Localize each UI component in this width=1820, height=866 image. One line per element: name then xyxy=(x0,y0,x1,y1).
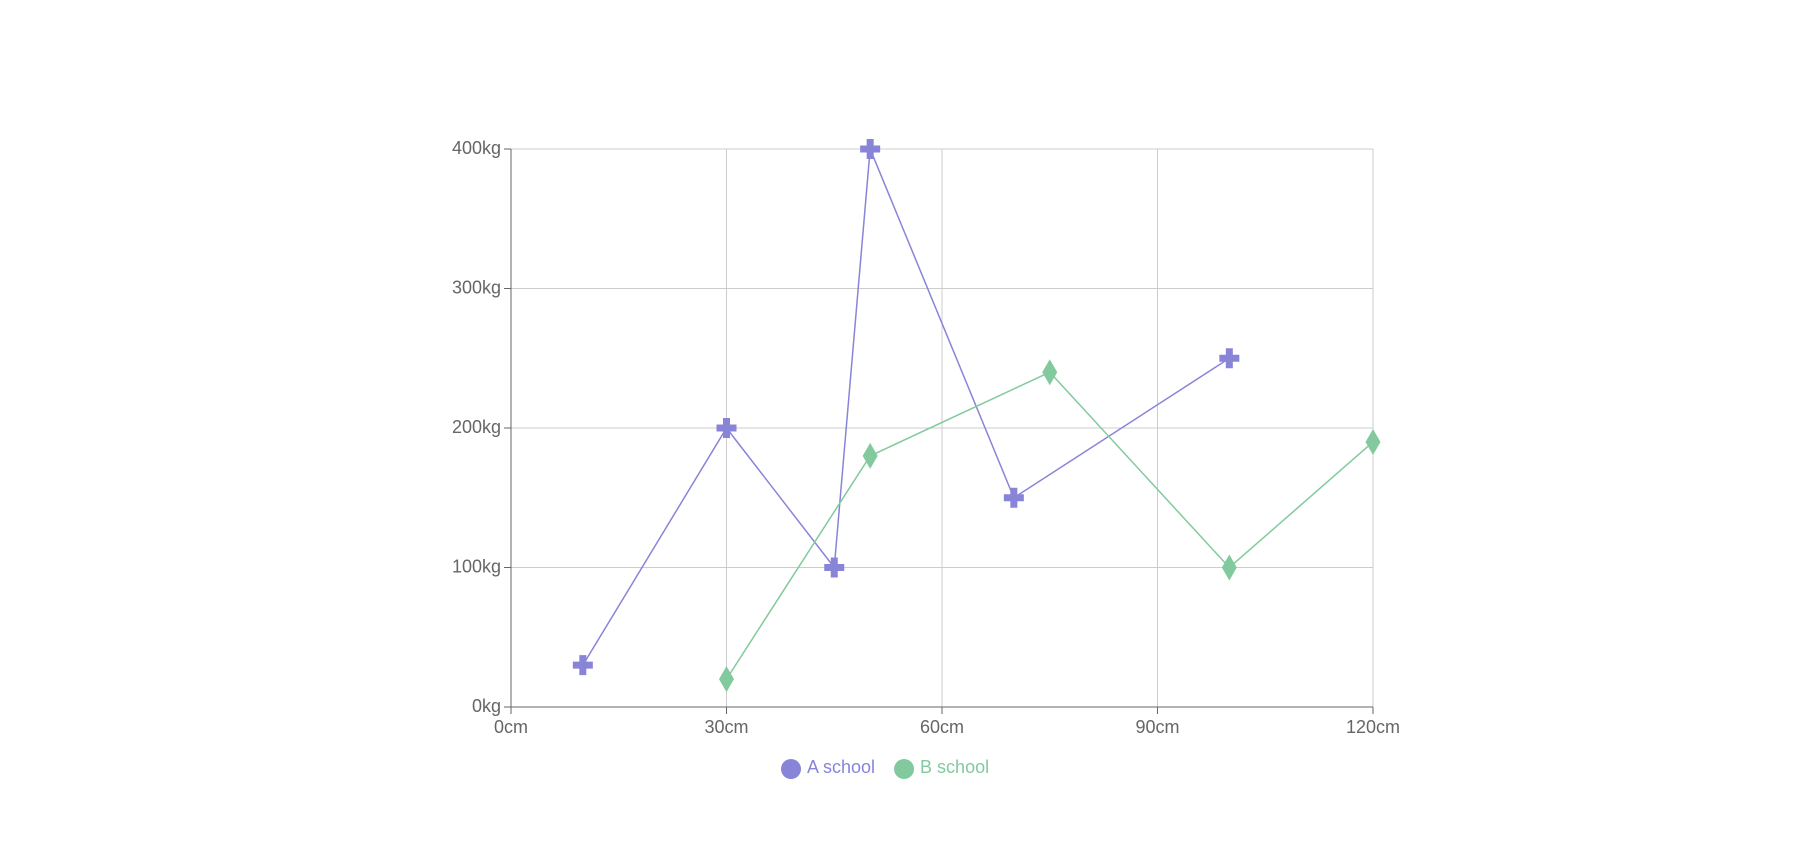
cross-marker xyxy=(572,655,593,676)
y-tick-label: 0kg xyxy=(472,696,501,716)
cross-marker xyxy=(824,557,845,578)
legend-label: A school xyxy=(807,757,875,777)
legend-label: B school xyxy=(920,757,989,777)
y-tick-label: 400kg xyxy=(452,138,501,158)
cross-marker xyxy=(860,139,881,159)
cross-marker xyxy=(716,418,737,438)
cross-marker xyxy=(1003,487,1024,508)
y-tick-label: 200kg xyxy=(452,417,501,437)
diamond-marker xyxy=(719,666,734,693)
legend-swatch xyxy=(894,759,915,779)
series-line xyxy=(582,148,1230,666)
legend-swatch xyxy=(781,759,801,779)
x-tick-label: 0cm xyxy=(494,717,528,737)
diamond-marker xyxy=(1042,359,1058,386)
x-tick-label: 30cm xyxy=(704,717,748,737)
x-tick-label: 90cm xyxy=(1135,717,1179,737)
diamond-marker xyxy=(1365,428,1381,455)
x-tick-label: 60cm xyxy=(920,717,964,737)
x-tick-label: 120cm xyxy=(1346,717,1400,737)
diamond-marker xyxy=(1221,554,1237,581)
y-tick-label: 300kg xyxy=(452,277,501,297)
series-line xyxy=(725,371,1374,680)
y-tick-label: 100kg xyxy=(452,556,501,576)
cross-marker xyxy=(1219,348,1240,369)
diamond-marker xyxy=(862,442,878,469)
